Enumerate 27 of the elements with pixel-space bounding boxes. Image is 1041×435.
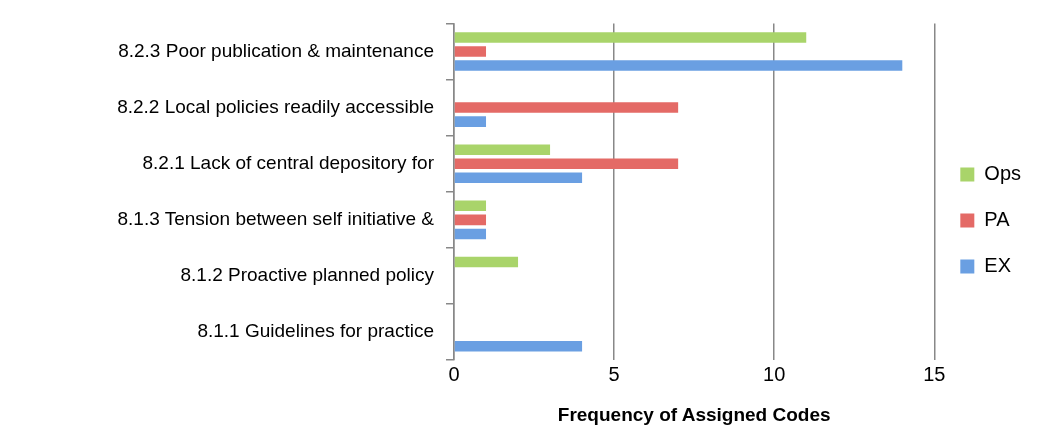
bar — [454, 102, 679, 113]
bar — [454, 144, 551, 155]
y-tick-label: 8.2.3 Poor publication & maintenance — [118, 39, 434, 61]
x-tick-label: 10 — [763, 362, 786, 385]
y-tick-label: 8.1.3 Tension between self initiative & — [117, 208, 435, 230]
bar — [454, 46, 487, 57]
x-tick-label: 0 — [448, 362, 460, 385]
bar — [454, 256, 519, 268]
y-tick-label: 8.2.1 Lack of central depository for — [142, 151, 435, 173]
y-tick-label: 8.1.1 Guidelines for practice — [197, 320, 434, 342]
legend-label: PA — [984, 208, 1011, 231]
bar — [454, 214, 487, 226]
legend-label: EX — [984, 254, 1012, 277]
bar — [454, 116, 487, 127]
bar — [454, 158, 679, 169]
legend-label: Ops — [984, 162, 1022, 185]
bar — [454, 340, 583, 352]
x-tick-label: 5 — [608, 362, 620, 385]
x-axis-title: Frequency of Assigned Codes — [557, 403, 831, 425]
bar — [454, 172, 583, 184]
y-tick-label: 8.1.2 Proactive planned policy — [180, 264, 435, 286]
y-tick-label: 8.2.2 Local policies readily accessible — [117, 95, 434, 117]
bar — [454, 60, 903, 71]
bar — [454, 32, 807, 43]
bar — [454, 200, 487, 212]
bar — [454, 228, 487, 240]
x-tick-label: 15 — [923, 362, 946, 385]
